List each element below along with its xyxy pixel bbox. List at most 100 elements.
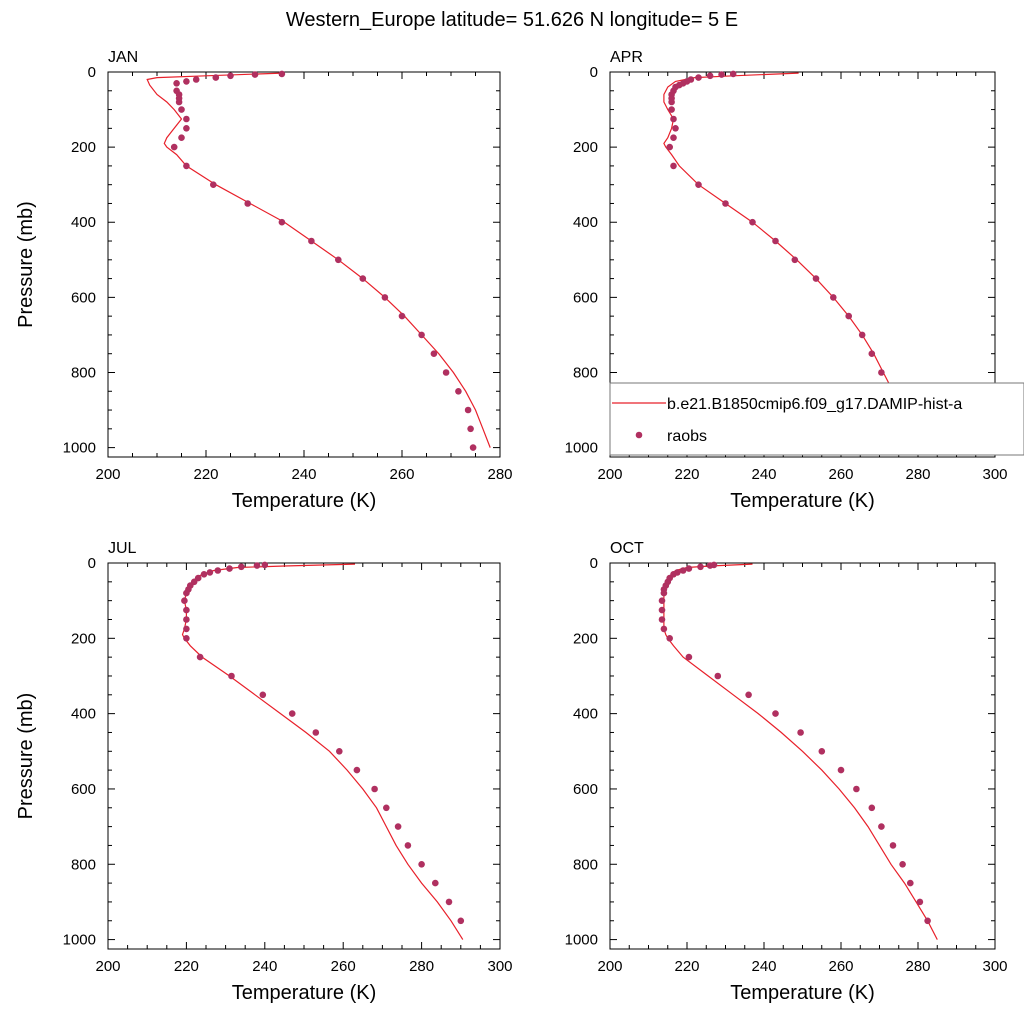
raobs-point — [685, 653, 693, 661]
raobs-point — [916, 898, 924, 906]
x-tick-label: 300 — [982, 958, 1007, 975]
y-tick-label: 600 — [71, 289, 96, 306]
x-tick-label: 240 — [751, 958, 776, 975]
y-tick-label: 400 — [71, 706, 96, 723]
raobs-point — [353, 766, 361, 774]
x-axis-label: Temperature (K) — [232, 490, 377, 512]
x-tick-label: 260 — [828, 466, 853, 483]
raobs-point — [670, 115, 677, 123]
x-tick-label: 240 — [751, 466, 776, 483]
raobs-point — [335, 256, 342, 264]
panel-label: JAN — [108, 49, 138, 66]
y-tick-label: 1000 — [63, 440, 96, 457]
x-tick-label: 240 — [291, 466, 316, 483]
y-tick-label: 600 — [573, 289, 598, 306]
model-profile-line — [663, 72, 931, 448]
y-tick-label: 800 — [573, 856, 598, 873]
panel-jan: JAN 200 220 240 260 280 0 200 400 600 800 1000 Tempe… — [15, 49, 513, 512]
raobs-point — [418, 331, 425, 339]
raobs-points — [658, 561, 931, 925]
raobs-point — [464, 406, 472, 414]
raobs-point — [845, 312, 852, 320]
raobs-point — [312, 729, 320, 736]
raobs-point — [658, 597, 666, 604]
x-axis-label: Temperature (K) — [232, 982, 377, 1004]
x-tick-label: 200 — [95, 958, 120, 975]
raobs-point — [183, 78, 190, 85]
panels: JAN 200 220 240 260 280 0 200 400 600 800 1000 Tempe… — [15, 49, 1008, 1004]
raobs-point — [878, 823, 885, 830]
raobs-point — [183, 162, 190, 170]
raobs-point — [432, 879, 439, 887]
y-tick-label: 600 — [71, 781, 96, 798]
raobs-point — [278, 70, 286, 78]
raobs-point — [745, 691, 752, 699]
panel-oct: OCT 200 220 240 260 280 300 0 200 400 600 800 1000 Te… — [565, 540, 1008, 1004]
raobs-point — [173, 80, 180, 87]
raobs-point — [212, 74, 220, 81]
raobs-point — [183, 616, 190, 623]
raobs-point — [714, 672, 722, 680]
raobs-point — [261, 561, 269, 569]
x-tick-label: 220 — [674, 958, 699, 975]
raobs-point — [878, 369, 885, 376]
raobs-point — [259, 691, 267, 699]
raobs-point — [181, 597, 188, 604]
raobs-points — [666, 70, 924, 433]
x-tick-label: 260 — [331, 958, 356, 975]
raobs-points — [181, 561, 465, 925]
y-tick-label: 0 — [88, 64, 96, 81]
raobs-point — [371, 785, 378, 793]
raobs-point — [381, 294, 389, 301]
raobs-point — [830, 294, 837, 301]
panel-jul: JUL 200 220 240 260 280 300 0 200 400 600 800 1000 Te… — [15, 540, 513, 1004]
raobs-point — [196, 653, 204, 661]
legend: b.e21.B1850cmip6.f09_g17.DAMIP-hist-a ra… — [609, 382, 1024, 456]
x-tick-label: 280 — [905, 466, 930, 483]
y-tick-label: 200 — [71, 630, 96, 647]
raobs-point — [206, 569, 214, 576]
y-tick-label: 800 — [71, 364, 96, 381]
raobs-point — [192, 76, 200, 83]
legend-obs-marker-sample — [635, 431, 643, 439]
raobs-point — [749, 218, 756, 226]
raobs-point — [697, 563, 704, 571]
y-axis-label: Pressure (mb) — [15, 693, 37, 820]
raobs-point — [383, 804, 390, 812]
raobs-point — [837, 766, 845, 774]
raobs-point — [668, 106, 675, 113]
model-profile-line — [146, 72, 491, 448]
raobs-point — [658, 606, 666, 614]
raobs-point — [672, 125, 679, 132]
raobs-point — [706, 72, 714, 80]
raobs-point — [359, 275, 367, 282]
raobs-point — [907, 879, 914, 887]
raobs-point — [183, 635, 190, 642]
y-tick-label: 600 — [573, 781, 598, 798]
raobs-point — [868, 350, 876, 358]
raobs-point — [729, 70, 737, 78]
raobs-point — [183, 589, 190, 597]
raobs-point — [695, 181, 702, 188]
raobs-point — [467, 425, 474, 433]
raobs-point — [666, 143, 673, 151]
plot-frame — [107, 71, 501, 458]
raobs-point — [812, 275, 820, 282]
x-tick-label: 260 — [828, 958, 853, 975]
raobs-point — [227, 72, 234, 80]
raobs-point — [226, 565, 233, 572]
raobs-point — [868, 804, 876, 812]
raobs-point — [251, 71, 259, 78]
raobs-point — [899, 861, 906, 868]
raobs-point — [175, 98, 183, 106]
y-axis-label: Pressure (mb) — [15, 201, 37, 328]
raobs-point — [404, 842, 412, 849]
raobs-point — [457, 917, 465, 925]
raobs-point — [183, 606, 190, 614]
raobs-point — [666, 635, 673, 642]
raobs-point — [398, 312, 406, 320]
x-axis-label: Temperature (K) — [730, 982, 875, 1004]
x-tick-label: 220 — [674, 466, 699, 483]
raobs-point — [228, 672, 235, 680]
y-tick-label: 200 — [573, 139, 598, 156]
